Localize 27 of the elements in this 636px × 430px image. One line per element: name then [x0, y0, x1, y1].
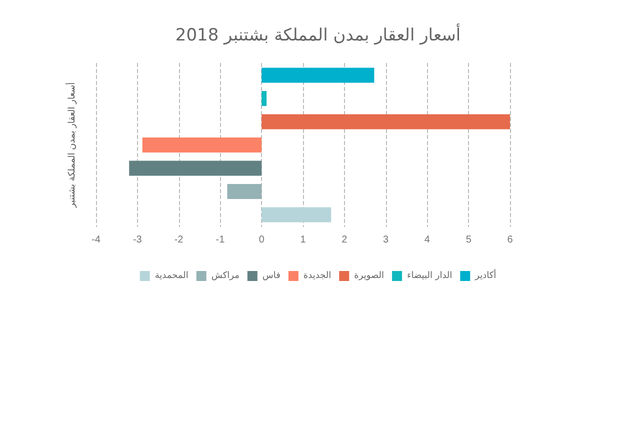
- bar: [129, 160, 262, 176]
- x-tick-label: 4: [424, 234, 430, 246]
- y-axis-title: أسعار العقار بمدن المملكة بشتنبر: [66, 82, 78, 209]
- x-tick-label: 6: [507, 234, 514, 246]
- bar: [262, 68, 374, 83]
- legend-label: المحمدية: [154, 271, 188, 281]
- x-tick-label: -4: [92, 234, 101, 246]
- x-tick-label: 5: [466, 234, 472, 246]
- x-tick-label: 0: [258, 234, 265, 246]
- x-tick-label: 1: [300, 234, 306, 246]
- chart-title: أسعار العقار بمدن المملكة بشتنبر 2018: [175, 24, 461, 46]
- legend-label: الصويرة: [354, 271, 384, 281]
- x-tick-label: 2: [342, 234, 348, 246]
- x-tick-label: 3: [383, 234, 390, 246]
- x-tick-label: -2: [174, 234, 184, 246]
- bar: [227, 184, 262, 199]
- legend-label: الدار البيضاء: [407, 271, 452, 281]
- bar: [262, 114, 510, 130]
- legend-label: مراكش: [211, 271, 240, 281]
- x-tick-label: -3: [132, 234, 142, 246]
- legend-label: أكادير: [474, 269, 496, 281]
- legend-label: فاس: [262, 271, 280, 281]
- bar: [142, 138, 262, 152]
- legend-label: الجديدة: [303, 271, 332, 281]
- bar: [262, 91, 267, 106]
- x-tick-label: -1: [216, 234, 226, 246]
- bar: [262, 207, 332, 222]
